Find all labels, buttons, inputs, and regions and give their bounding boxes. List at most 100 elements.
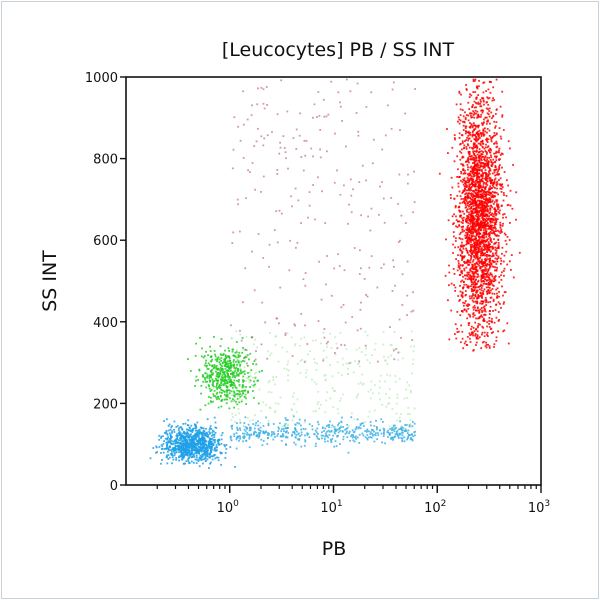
data-point bbox=[501, 153, 504, 155]
data-point bbox=[208, 445, 210, 448]
data-point bbox=[468, 231, 471, 233]
data-point bbox=[365, 179, 367, 182]
data-point bbox=[386, 431, 389, 433]
data-point bbox=[458, 233, 461, 236]
data-point bbox=[242, 90, 244, 93]
data-point bbox=[459, 103, 462, 106]
data-point bbox=[488, 215, 490, 218]
data-point bbox=[342, 304, 345, 306]
data-point bbox=[393, 265, 395, 268]
data-point bbox=[475, 189, 477, 192]
data-point bbox=[471, 272, 474, 274]
data-point bbox=[471, 271, 474, 273]
data-point bbox=[451, 186, 454, 189]
data-point bbox=[487, 119, 489, 122]
data-point bbox=[480, 180, 483, 183]
data-point bbox=[489, 305, 492, 308]
data-point bbox=[362, 434, 365, 437]
data-point bbox=[475, 144, 478, 147]
data-point bbox=[338, 265, 341, 267]
data-point bbox=[468, 192, 470, 195]
data-point bbox=[246, 364, 249, 367]
data-point bbox=[262, 144, 265, 147]
data-point bbox=[483, 233, 486, 236]
data-point bbox=[398, 428, 401, 431]
data-point bbox=[398, 434, 401, 436]
data-point bbox=[356, 436, 359, 439]
data-point bbox=[251, 104, 253, 107]
data-point bbox=[314, 429, 317, 432]
data-point bbox=[473, 276, 476, 279]
data-point bbox=[494, 125, 497, 128]
data-point bbox=[469, 155, 472, 158]
data-point bbox=[209, 400, 212, 403]
data-point bbox=[358, 347, 361, 349]
data-point bbox=[482, 91, 485, 94]
data-point bbox=[498, 167, 501, 169]
data-point bbox=[388, 425, 391, 428]
data-point bbox=[352, 435, 355, 438]
data-point bbox=[486, 292, 489, 294]
data-point bbox=[226, 395, 229, 398]
data-point bbox=[203, 432, 205, 435]
data-point bbox=[478, 311, 481, 313]
data-point bbox=[457, 246, 460, 249]
data-point bbox=[233, 390, 235, 393]
data-point bbox=[486, 184, 489, 186]
data-point bbox=[211, 437, 214, 440]
data-point bbox=[383, 429, 385, 432]
data-point bbox=[199, 456, 201, 459]
data-point bbox=[453, 213, 455, 216]
data-point bbox=[367, 415, 370, 418]
data-point bbox=[494, 113, 497, 115]
data-point bbox=[293, 432, 296, 435]
data-point bbox=[501, 246, 504, 249]
data-point bbox=[492, 186, 495, 188]
data-point bbox=[392, 259, 394, 262]
data-point bbox=[225, 444, 228, 446]
data-point bbox=[498, 230, 501, 233]
data-point bbox=[212, 372, 214, 375]
data-point bbox=[210, 441, 212, 444]
data-point bbox=[167, 429, 170, 432]
data-point bbox=[469, 134, 471, 136]
data-point bbox=[480, 221, 482, 224]
data-point bbox=[209, 446, 212, 449]
data-point bbox=[507, 342, 510, 345]
data-point bbox=[382, 435, 385, 437]
data-point bbox=[371, 429, 374, 432]
data-point bbox=[210, 449, 212, 451]
data-point bbox=[286, 110, 289, 113]
data-point bbox=[491, 229, 494, 231]
data-point bbox=[472, 228, 475, 230]
data-point bbox=[217, 440, 219, 442]
data-point bbox=[481, 302, 483, 305]
data-point bbox=[247, 423, 250, 426]
data-point bbox=[471, 202, 474, 204]
data-point bbox=[166, 441, 169, 444]
data-point bbox=[484, 116, 487, 119]
data-point bbox=[475, 291, 478, 294]
data-point bbox=[176, 433, 178, 436]
data-point bbox=[482, 128, 485, 131]
data-point bbox=[165, 456, 168, 459]
data-point bbox=[478, 161, 481, 164]
data-point bbox=[237, 360, 240, 362]
data-point bbox=[202, 375, 205, 378]
data-point bbox=[479, 184, 482, 187]
data-point bbox=[330, 346, 333, 349]
data-point bbox=[459, 143, 461, 146]
data-point bbox=[244, 396, 247, 399]
data-point bbox=[339, 443, 341, 445]
data-point bbox=[297, 433, 300, 436]
data-point bbox=[491, 321, 493, 324]
data-point bbox=[196, 434, 199, 437]
data-point bbox=[481, 170, 483, 172]
data-point bbox=[496, 187, 498, 190]
data-point bbox=[228, 366, 230, 369]
data-point bbox=[224, 354, 227, 357]
data-point bbox=[478, 159, 481, 162]
data-point bbox=[471, 134, 474, 136]
data-point bbox=[328, 430, 331, 433]
data-point bbox=[256, 379, 259, 382]
